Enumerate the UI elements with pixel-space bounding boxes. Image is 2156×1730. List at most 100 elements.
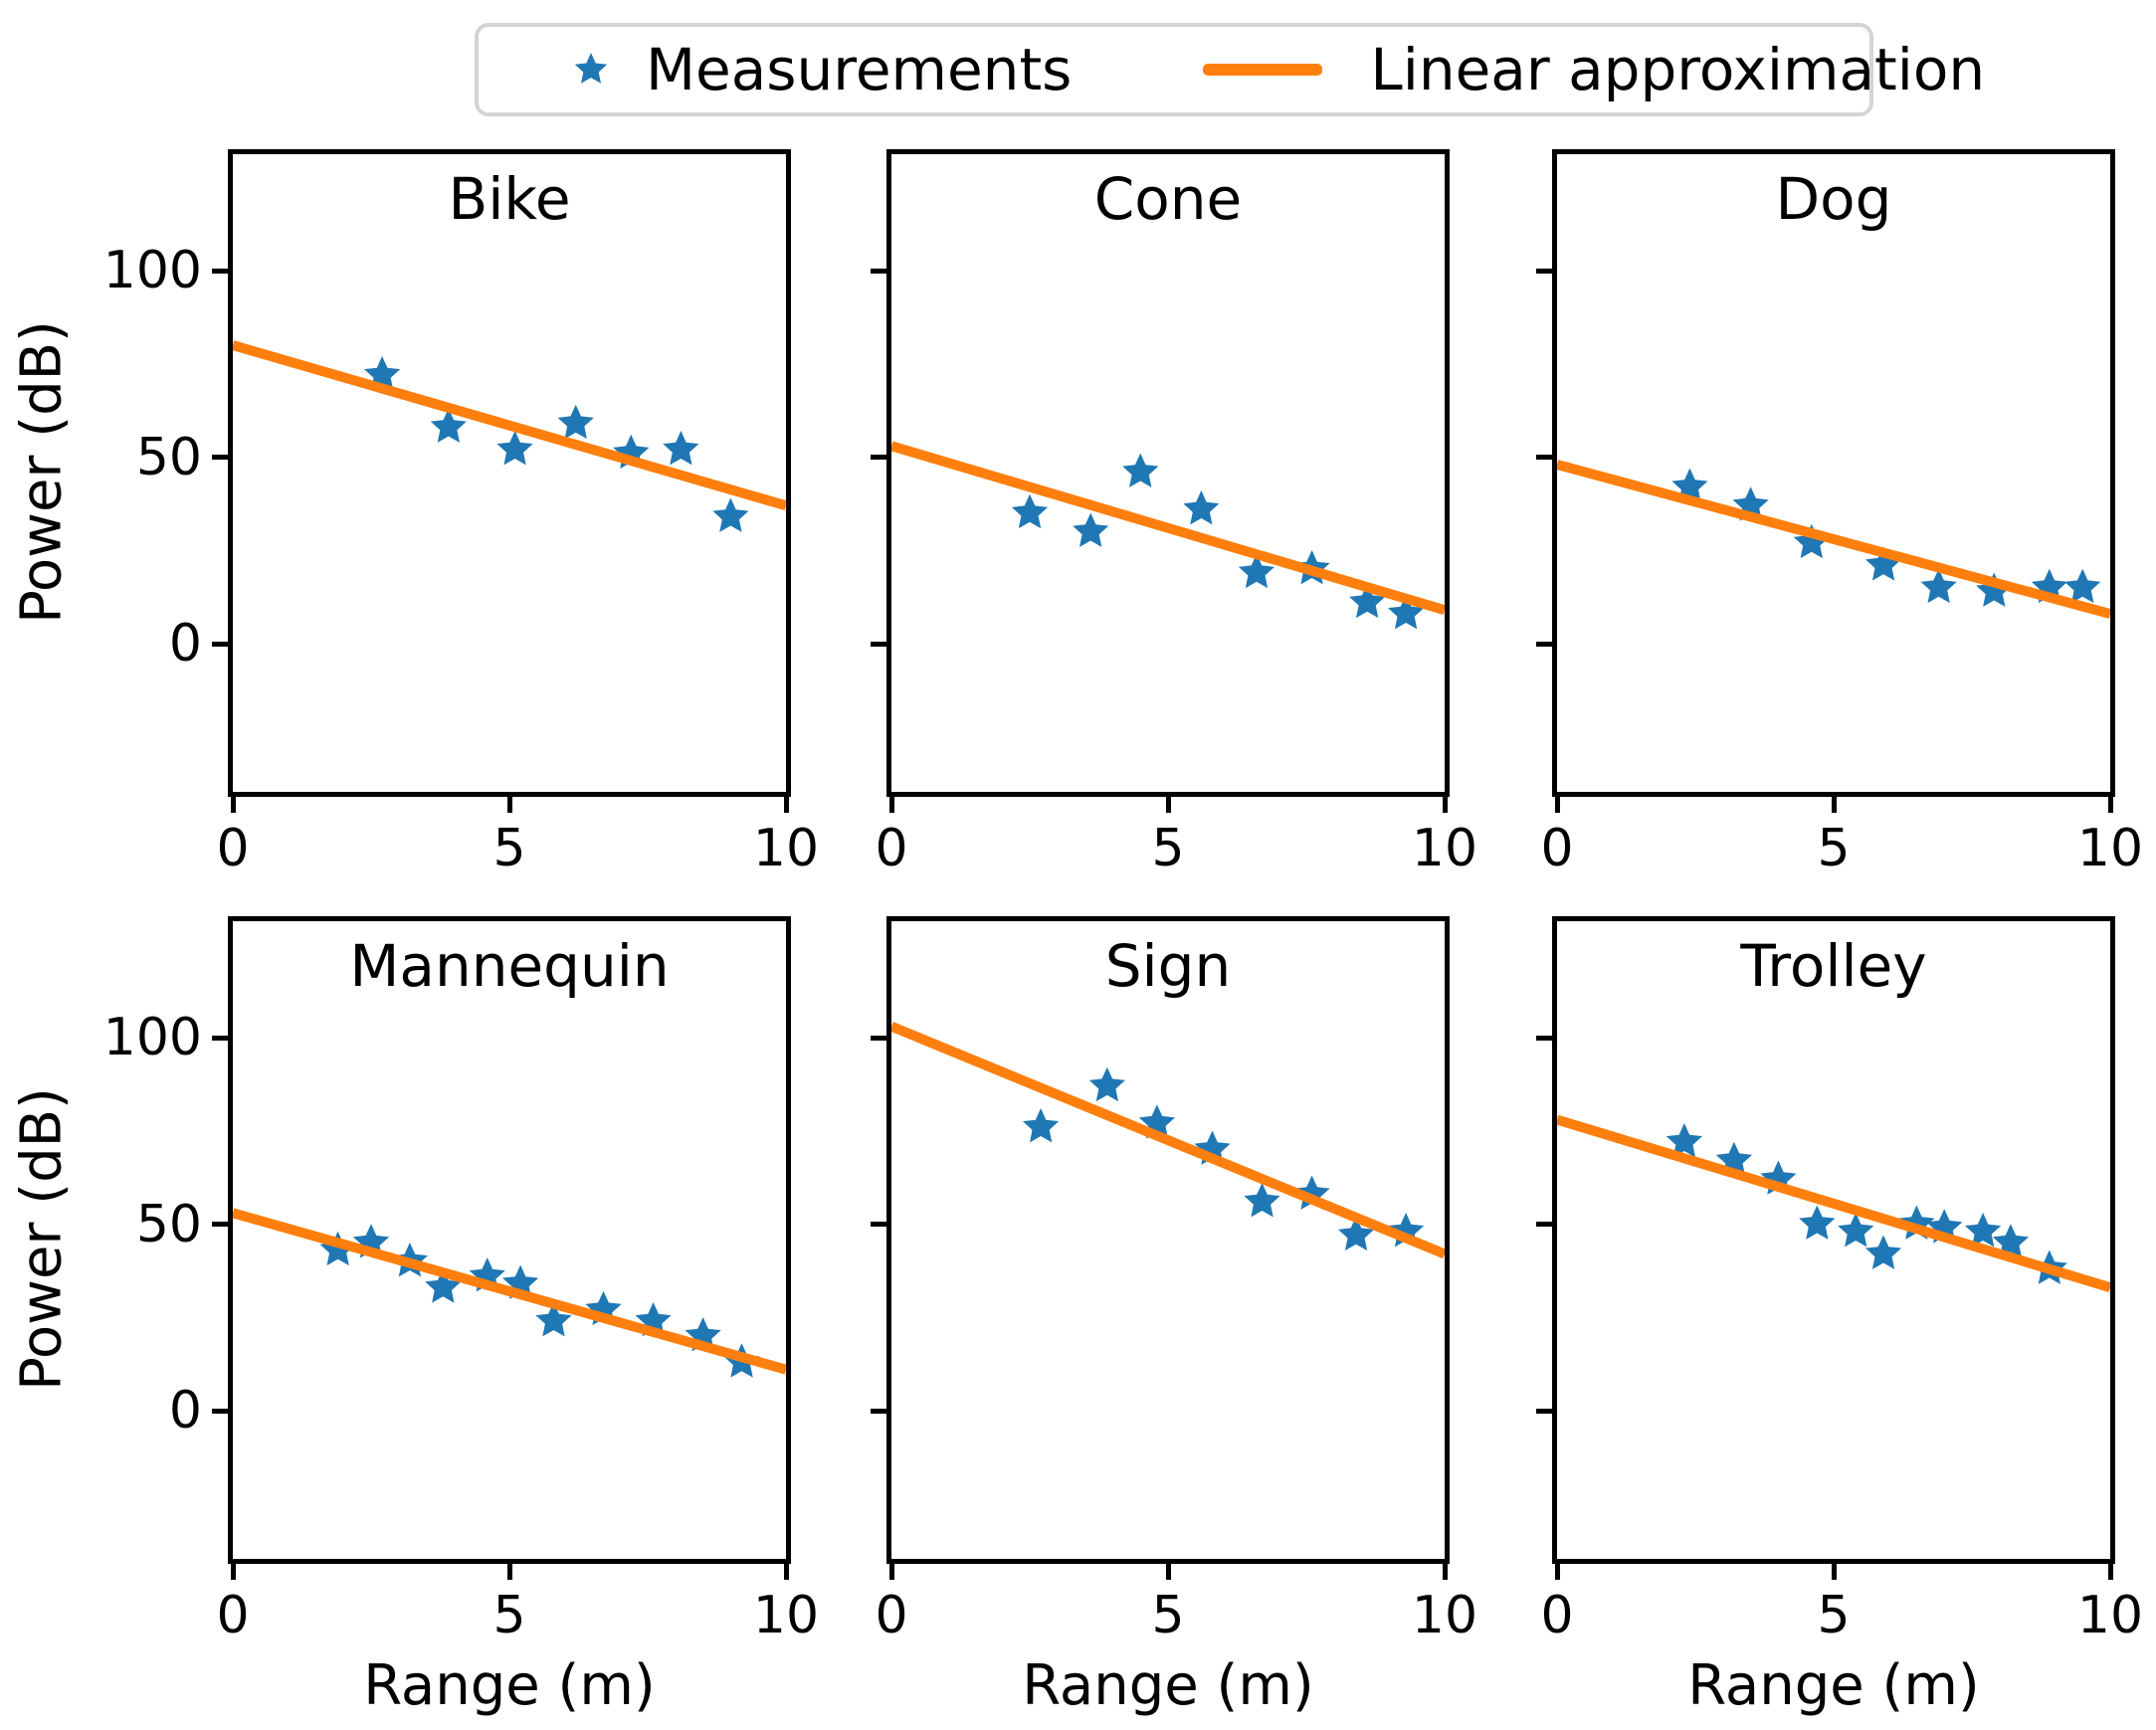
y-tick <box>1536 1222 1552 1227</box>
measurement-star <box>1073 512 1109 547</box>
y-tick <box>1536 268 1552 274</box>
y-tick-label: 0 <box>168 1381 202 1441</box>
x-tick <box>230 1564 236 1580</box>
x-tick <box>1554 797 1560 813</box>
measurement-star <box>1965 1213 2002 1248</box>
x-tick <box>1442 1564 1448 1580</box>
x-tick <box>1554 1564 1560 1580</box>
x-tick <box>1831 797 1837 813</box>
measurement-star <box>1183 490 1220 525</box>
plot-title: Mannequin <box>349 932 670 1000</box>
fit-line <box>233 1208 786 1375</box>
fit-line <box>891 441 1445 616</box>
measurement-star <box>1244 1183 1280 1218</box>
subplot-sign: Sign 0 5 10 <box>871 916 1477 1641</box>
x-tick <box>1165 1564 1171 1580</box>
x-tick <box>2107 797 2113 813</box>
x-tick-label: 5 <box>492 819 526 878</box>
line-icon <box>1203 64 1323 76</box>
y-tick <box>212 268 228 274</box>
measurement-star <box>1976 572 2013 607</box>
measurement-star <box>1011 493 1049 529</box>
measurement-star <box>1122 453 1159 487</box>
x-tick-label: 10 <box>2076 1586 2144 1645</box>
fit-line <box>891 1022 1445 1259</box>
x-tick <box>888 1564 894 1580</box>
x-tick <box>2107 1564 2113 1580</box>
y-tick-label: 100 <box>102 1008 202 1067</box>
x-tick-label: 10 <box>1411 1586 1478 1645</box>
measurement-star <box>1799 1205 1836 1240</box>
legend-label: Measurements <box>646 36 1073 103</box>
x-axis-label: Range (m) <box>1687 1653 1980 1718</box>
x-tick-label: 10 <box>2076 819 2144 878</box>
plot-title: Trolley <box>1740 932 1927 1000</box>
y-tick <box>871 455 886 460</box>
x-axis-label: Range (m) <box>1022 1653 1314 1718</box>
fit-line <box>233 340 786 511</box>
y-axis-label: Power (dB) <box>9 1086 75 1391</box>
measurement-star <box>1388 595 1425 630</box>
x-tick-label: 10 <box>752 1586 820 1645</box>
y-tick <box>212 1035 228 1041</box>
x-tick <box>1442 797 1448 813</box>
y-tick <box>871 641 886 647</box>
x-tick <box>506 797 512 813</box>
plot-area-sign <box>891 1022 1445 1259</box>
measurement-star <box>1088 1066 1125 1102</box>
y-axis-label: Power (dB) <box>9 319 75 624</box>
plot-title: Bike <box>448 165 571 233</box>
measurement-star <box>2064 568 2101 604</box>
plot-area-cone <box>891 441 1445 630</box>
subplot-bike: Bike 0 5 10 100 50 0 <box>103 149 819 874</box>
legend-label: Linear approximation <box>1370 36 1986 103</box>
y-tick <box>212 641 228 647</box>
y-tick <box>871 268 886 274</box>
measurement-star <box>1920 568 1957 604</box>
y-tick <box>1536 455 1552 460</box>
y-tick-label: 100 <box>102 241 202 300</box>
x-tick-label: 5 <box>1817 819 1851 878</box>
measurement-star <box>1338 1216 1375 1251</box>
y-tick <box>212 1408 228 1414</box>
measurement-star <box>1865 1235 1902 1269</box>
x-tick-label: 5 <box>1151 1586 1185 1645</box>
y-tick <box>871 1408 886 1414</box>
measurement-star <box>496 431 533 466</box>
x-tick-label: 10 <box>752 819 820 878</box>
x-tick-label: 0 <box>1540 1586 1574 1645</box>
x-tick-label: 5 <box>492 1586 526 1645</box>
measurement-star <box>557 404 594 440</box>
x-tick-label: 0 <box>875 1586 908 1645</box>
x-tick <box>783 1564 789 1580</box>
y-tick <box>871 1035 886 1041</box>
y-tick <box>212 455 228 460</box>
fit-line <box>1557 460 2110 619</box>
x-axis-label: Range (m) <box>363 1653 656 1718</box>
plot-area-mannequin <box>233 1208 786 1378</box>
measurement-star <box>430 408 467 443</box>
y-tick <box>871 1222 886 1227</box>
measurement-star <box>425 1268 462 1303</box>
legend-item-linear-approximation: Linear approximation <box>1191 35 1985 104</box>
plot-title: Dog <box>1775 165 1892 233</box>
x-tick-label: 0 <box>216 819 250 878</box>
subplot-trolley: Trolley 0 5 10 <box>1536 916 2143 1641</box>
y-tick <box>1536 641 1552 647</box>
x-tick-label: 0 <box>1540 819 1574 878</box>
measurement-star <box>1666 1123 1702 1158</box>
measurement-star <box>1023 1108 1060 1143</box>
x-tick <box>230 797 236 813</box>
fit-line <box>1557 1114 2110 1293</box>
y-tick <box>1536 1408 1552 1414</box>
legend: Measurements Linear approximation <box>475 23 1985 116</box>
subplot-cone: Cone 0 5 10 <box>871 149 1477 874</box>
subplot-mannequin: Mannequin 0 5 10 100 50 0 <box>103 916 819 1641</box>
x-tick <box>783 797 789 813</box>
x-tick-label: 5 <box>1817 1586 1851 1645</box>
measurement-star <box>663 431 699 466</box>
subplot-dog: Dog 0 5 10 <box>1536 149 2143 874</box>
y-tick-label: 0 <box>168 614 202 673</box>
y-tick <box>212 1222 228 1227</box>
x-tick <box>1831 1564 1837 1580</box>
